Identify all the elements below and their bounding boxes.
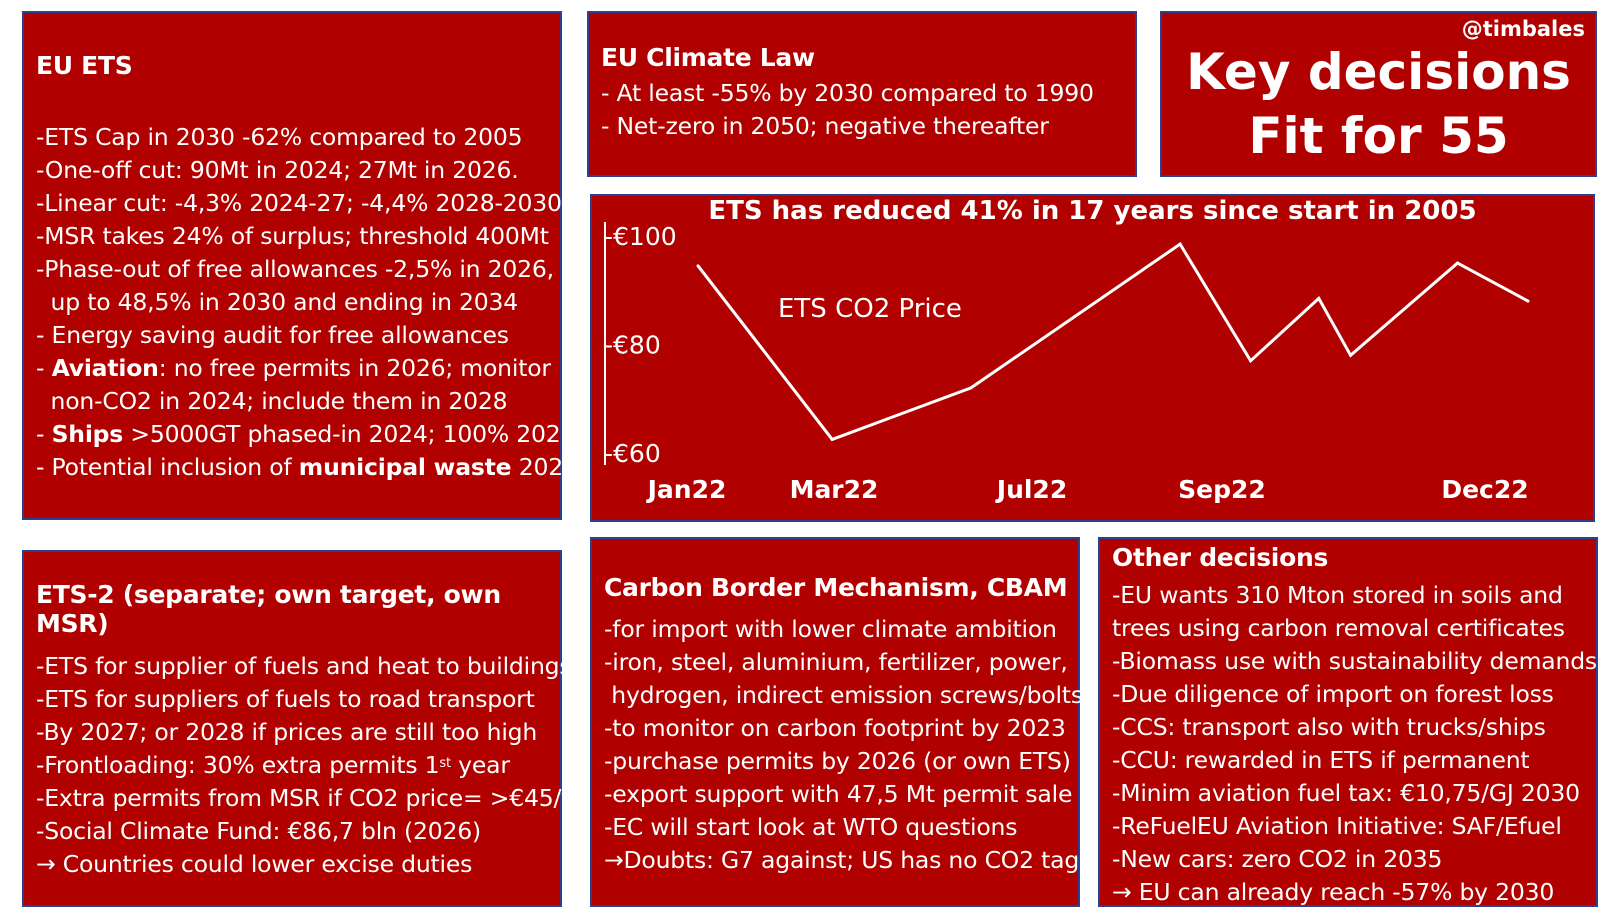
cbam-line: -for import with lower climate ambition	[604, 615, 1057, 643]
climate-law-panel: EU Climate Law - At least -55% by 2030 c…	[587, 11, 1137, 177]
data-point	[830, 437, 834, 441]
x-tick-label: Dec22	[1441, 475, 1528, 504]
eu-ets-line: -Linear cut: -4,3% 2024-27; -4,4% 2028-2…	[36, 189, 562, 217]
cbam-line: -EC will start look at WTO questions	[604, 813, 1018, 841]
chart-title: ETS has reduced 41% in 17 years since st…	[708, 196, 1477, 226]
eu-ets-list: -ETS Cap in 2030 -62% compared to 2005 -…	[36, 121, 583, 484]
data-point	[1317, 296, 1321, 300]
key-decisions-panel: @timbales Key decisions Fit for 55	[1160, 11, 1597, 177]
other-line: -Due diligence of import on forest loss	[1112, 680, 1554, 708]
cbam-line: -export support with 47,5 Mt permit sale	[604, 780, 1073, 808]
ets-price-chart-panel: ETS has reduced 41% in 17 years since st…	[590, 194, 1595, 522]
data-point	[1526, 299, 1530, 303]
y-tick-label: -€80	[604, 331, 661, 360]
ets2-line-frontloading: -Frontloading: 30% extra permits 1st yea…	[36, 751, 510, 779]
other-line: → EU can already reach -57% by 2030	[1112, 878, 1555, 906]
x-tick-label: Jan22	[646, 475, 727, 504]
data-point	[1249, 359, 1253, 363]
other-list: -EU wants 310 Mton stored in soils and t…	[1112, 579, 1597, 909]
other-line: -Minim aviation fuel tax: €10,75/GJ 2030	[1112, 779, 1580, 807]
ets2-line: -Social Climate Fund: €86,7 bln (2026)	[36, 817, 481, 845]
cbam-title: Carbon Border Mechanism, CBAM	[604, 573, 1068, 602]
data-point	[696, 264, 700, 268]
eu-ets-line: -Phase-out of free allowances -2,5% in 2…	[36, 255, 554, 283]
other-line: -Biomass use with sustainability demands	[1112, 647, 1597, 675]
cbam-line: hydrogen, indirect emission screws/bolts	[604, 681, 1083, 709]
other-title: Other decisions	[1112, 543, 1329, 572]
other-line: -ReFuelEU Aviation Initiative: SAF/Efuel	[1112, 812, 1562, 840]
eu-ets-title: EU ETS	[36, 51, 133, 80]
author-handle: @timbales	[1461, 17, 1585, 41]
x-tick-label: Jul22	[995, 475, 1067, 504]
x-tick-label: Mar22	[790, 475, 879, 504]
x-tick-label: Sep22	[1178, 475, 1266, 504]
climate-law-title: EU Climate Law	[601, 43, 815, 72]
eu-ets-line-aviation: - Aviation: no free permits in 2026; mon…	[36, 354, 551, 382]
other-line: -EU wants 310 Mton stored in soils and	[1112, 581, 1563, 609]
eu-ets-line: -MSR takes 24% of surplus; threshold 400…	[36, 222, 549, 250]
ets2-line: → Countries could lower excise duties	[36, 850, 473, 878]
ets2-list: -ETS for supplier of fuels and heat to b…	[36, 650, 572, 881]
other-line: -CCU: rewarded in ETS if permanent	[1112, 746, 1530, 774]
eu-ets-line-ships: - Ships >5000GT phased-in 2024; 100% 202…	[36, 420, 583, 448]
data-point	[969, 386, 973, 390]
series-line	[696, 241, 1529, 442]
eu-ets-line: -ETS Cap in 2030 -62% compared to 2005	[36, 123, 523, 151]
data-point	[1349, 353, 1353, 357]
cbam-panel: Carbon Border Mechanism, CBAM -for impor…	[590, 537, 1083, 907]
y-tick-label: -€60	[604, 439, 661, 468]
eu-ets-line: up to 48,5% in 2030 and ending in 2034	[36, 288, 519, 316]
key-title-line1: Key decisions	[1186, 43, 1571, 101]
cbam-line: →Doubts: G7 against; US has no CO2 tag	[604, 846, 1080, 874]
eu-ets-panel: EU ETS -ETS Cap in 2030 -62% compared to…	[22, 11, 583, 520]
climate-law-line: - At least -55% by 2030 compared to 1990	[601, 79, 1094, 107]
cbam-list: -for import with lower climate ambition …	[604, 613, 1083, 877]
other-line: -CCS: transport also with trucks/ships	[1112, 713, 1546, 741]
cbam-line: -purchase permits by 2026 (or own ETS)	[604, 747, 1071, 775]
ets2-line: -Extra permits from MSR if CO2 price= >€…	[36, 784, 571, 812]
other-line: -New cars: zero CO2 in 2035	[1112, 845, 1443, 873]
eu-ets-line: non-CO2 in 2024; include them in 2028	[36, 387, 508, 415]
other-decisions-panel: Other decisions -EU wants 310 Mton store…	[1098, 537, 1598, 907]
series-label: ETS CO2 Price	[778, 294, 962, 324]
eu-ets-line: - Energy saving audit for free allowance…	[36, 321, 509, 349]
cbam-line: -iron, steel, aluminium, fertilizer, pow…	[604, 648, 1068, 676]
eu-ets-line-waste: - Potential inclusion of municipal waste…	[36, 453, 578, 481]
eu-ets-line: -One-off cut: 90Mt in 2024; 27Mt in 2026…	[36, 156, 519, 184]
ets2-line: -ETS for suppliers of fuels to road tran…	[36, 685, 535, 713]
cbam-line: -to monitor on carbon footprint by 2023	[604, 714, 1066, 742]
ets2-line: -ETS for supplier of fuels and heat to b…	[36, 652, 572, 680]
climate-law-list: - At least -55% by 2030 compared to 1990…	[601, 77, 1094, 143]
climate-law-line: - Net-zero in 2050; negative thereafter	[601, 112, 1049, 140]
ets2-title: ETS-2 (separate; own target, own MSR)	[36, 580, 501, 638]
ets-price-chart: -€100 -€80 -€60 Jan22 Mar22 Jul22 Sep22 Dec22 ET…	[604, 222, 1530, 504]
data-point	[1178, 242, 1182, 246]
y-tick-label: -€100	[604, 222, 677, 251]
data-point	[1456, 261, 1460, 265]
ets2-panel: ETS-2 (separate; own target, own MSR) -E…	[22, 550, 572, 907]
ets2-line: -By 2027; or 2028 if prices are still to…	[36, 718, 538, 746]
key-title-line2: Fit for 55	[1248, 107, 1509, 165]
other-line: trees using carbon removal certificates	[1112, 614, 1565, 642]
